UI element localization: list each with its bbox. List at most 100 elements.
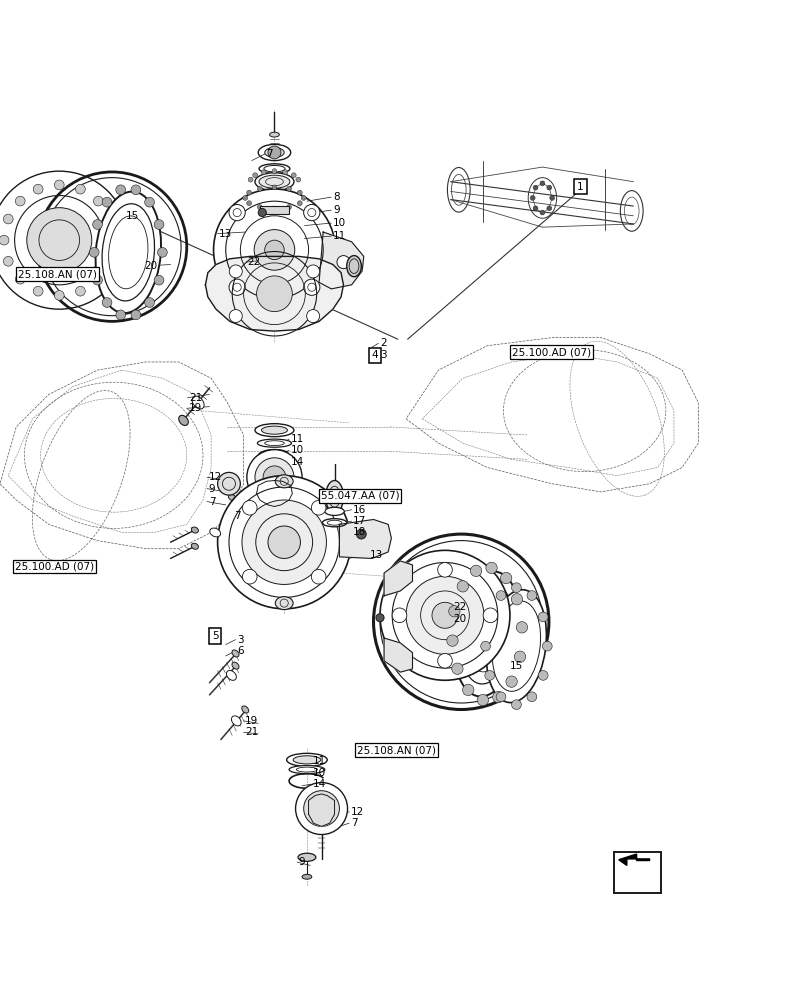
Circle shape (282, 170, 287, 175)
Ellipse shape (231, 716, 241, 726)
Ellipse shape (251, 189, 297, 207)
Circle shape (462, 684, 474, 696)
Circle shape (457, 581, 468, 592)
Circle shape (33, 184, 43, 194)
Circle shape (533, 185, 538, 190)
Ellipse shape (178, 415, 188, 426)
Circle shape (516, 622, 527, 633)
Circle shape (538, 612, 547, 622)
Circle shape (252, 173, 257, 178)
Circle shape (513, 651, 525, 662)
Circle shape (242, 196, 247, 200)
Circle shape (27, 208, 92, 273)
Text: 22: 22 (453, 602, 466, 612)
Text: 3: 3 (380, 350, 386, 360)
Circle shape (272, 169, 277, 174)
Circle shape (229, 204, 245, 221)
Circle shape (272, 185, 277, 190)
Text: 15: 15 (509, 661, 522, 671)
Text: 12: 12 (208, 472, 221, 482)
Text: 2: 2 (380, 338, 386, 348)
Circle shape (406, 576, 483, 654)
Text: 7: 7 (208, 497, 215, 507)
Circle shape (431, 602, 457, 628)
Circle shape (375, 614, 384, 622)
Circle shape (261, 170, 266, 175)
Circle shape (255, 458, 294, 497)
Ellipse shape (289, 766, 324, 774)
Text: 21: 21 (189, 393, 202, 403)
Circle shape (291, 173, 296, 178)
Ellipse shape (192, 396, 204, 409)
Ellipse shape (261, 426, 287, 434)
Circle shape (157, 247, 167, 257)
Ellipse shape (293, 756, 320, 764)
Circle shape (380, 550, 509, 680)
Circle shape (229, 279, 245, 295)
Circle shape (546, 185, 551, 190)
Circle shape (511, 583, 521, 593)
Text: 11: 11 (312, 756, 325, 766)
Circle shape (229, 265, 242, 278)
Circle shape (247, 450, 302, 505)
Circle shape (131, 310, 140, 320)
Text: 6: 6 (237, 646, 243, 656)
Polygon shape (308, 794, 334, 826)
Text: 7: 7 (350, 818, 357, 828)
Ellipse shape (209, 528, 221, 537)
Ellipse shape (191, 527, 198, 533)
Circle shape (105, 214, 115, 224)
Ellipse shape (255, 424, 294, 437)
Circle shape (242, 500, 257, 515)
Ellipse shape (256, 191, 292, 204)
Ellipse shape (259, 164, 290, 174)
Circle shape (286, 205, 291, 210)
Ellipse shape (264, 148, 284, 157)
Ellipse shape (257, 439, 291, 447)
Circle shape (297, 201, 302, 206)
Text: 13: 13 (369, 550, 382, 560)
Circle shape (256, 276, 292, 312)
Ellipse shape (275, 597, 293, 610)
Circle shape (539, 181, 544, 186)
Circle shape (311, 569, 325, 584)
Text: 22: 22 (247, 257, 260, 267)
Ellipse shape (255, 173, 294, 191)
Circle shape (539, 210, 544, 215)
Ellipse shape (298, 853, 315, 861)
Circle shape (116, 310, 126, 320)
Circle shape (437, 563, 452, 577)
Text: 8: 8 (333, 192, 339, 202)
Ellipse shape (322, 519, 346, 527)
Circle shape (247, 190, 251, 195)
Circle shape (272, 206, 277, 211)
Ellipse shape (324, 507, 344, 515)
Circle shape (0, 171, 128, 309)
Text: 9: 9 (298, 857, 305, 867)
Circle shape (485, 562, 496, 574)
Circle shape (496, 692, 505, 702)
Circle shape (301, 196, 306, 200)
Bar (613, 852, 660, 893)
Circle shape (154, 275, 164, 285)
Circle shape (144, 197, 154, 207)
Circle shape (254, 230, 294, 270)
Circle shape (484, 612, 494, 622)
Text: 13: 13 (219, 229, 232, 239)
Text: 21: 21 (245, 727, 258, 737)
Text: 20: 20 (453, 614, 466, 624)
Text: 10: 10 (290, 445, 303, 455)
Text: 7: 7 (266, 149, 272, 159)
Circle shape (257, 205, 262, 210)
Text: 25.100.AD (07): 25.100.AD (07) (15, 562, 93, 572)
Circle shape (311, 500, 325, 515)
Circle shape (538, 671, 547, 680)
Circle shape (116, 185, 126, 195)
Circle shape (264, 240, 284, 260)
Bar (260, 206, 289, 214)
Polygon shape (384, 638, 412, 672)
Ellipse shape (226, 670, 236, 680)
Ellipse shape (275, 475, 293, 488)
Circle shape (242, 500, 326, 584)
Circle shape (93, 274, 103, 284)
